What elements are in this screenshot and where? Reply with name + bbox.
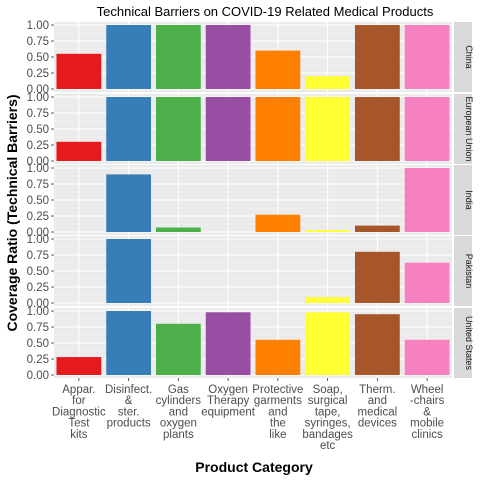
bar <box>305 312 351 375</box>
facet-strip <box>454 236 472 306</box>
facet-strip-label: India <box>464 190 474 210</box>
facet-strip <box>454 22 472 92</box>
bar <box>305 76 351 89</box>
bar <box>404 339 450 375</box>
x-tick-label: Oxygen Therapy equipment <box>201 384 256 418</box>
bar <box>255 97 301 161</box>
x-tick-label: Appar. for Diagnostic Test kits <box>52 384 106 441</box>
bar <box>354 251 400 303</box>
facet-strip-label: China <box>464 45 474 69</box>
bar <box>155 97 201 161</box>
facet-panel: 0.00 0.25 0.50 0.75 1.00 India <box>27 163 474 239</box>
facet-panel: 0.00 0.25 0.50 0.75 1.00 United States <box>27 306 474 382</box>
y-tick-label: 0.75 <box>27 322 49 334</box>
bar <box>354 225 400 232</box>
bar <box>255 50 301 89</box>
bar <box>155 227 201 232</box>
chart-title: Technical Barriers on COVID-19 Related M… <box>97 4 434 19</box>
y-tick-label: 0.75 <box>27 250 49 262</box>
bar <box>56 53 102 89</box>
x-tick-label: Disinfect. & ster. products <box>105 384 152 430</box>
bar <box>155 323 201 375</box>
y-tick-label: 0.25 <box>27 68 49 80</box>
facet-strip-label: European Union <box>464 96 474 161</box>
bar <box>255 339 301 375</box>
bar <box>205 25 251 89</box>
bar <box>106 311 152 375</box>
y-tick-label: 1.00 <box>27 306 49 318</box>
facet-strip <box>454 94 472 164</box>
bar <box>354 97 400 161</box>
bar <box>404 262 450 303</box>
y-tick-label: 1.00 <box>27 20 49 32</box>
bar <box>205 97 251 161</box>
y-tick-label: 1.00 <box>27 92 49 104</box>
bar <box>404 97 450 161</box>
bar <box>205 312 251 375</box>
facet-panels: 0.00 0.25 0.50 0.75 1.00 China 0.00 0.25 0.50 0.7… <box>27 20 474 382</box>
facet-strip <box>454 308 472 378</box>
x-tick-label: Soap, surgical tape, syringes, bandages etc <box>302 384 353 452</box>
bar <box>106 174 152 232</box>
y-tick-label: 0.50 <box>27 195 49 207</box>
y-tick-label: 0.25 <box>27 211 49 223</box>
bar <box>106 25 152 89</box>
bar <box>56 141 102 161</box>
bar <box>255 214 301 232</box>
y-tick-label: 1.00 <box>27 163 49 175</box>
bar <box>305 297 351 303</box>
bar <box>404 25 450 89</box>
y-tick-label: 0.50 <box>27 266 49 278</box>
bar <box>354 25 400 89</box>
bar <box>155 25 201 89</box>
bar <box>404 168 450 232</box>
bar <box>354 314 400 375</box>
y-tick-label: 0.00 <box>27 227 49 239</box>
bar <box>106 239 152 303</box>
facet-strip <box>454 165 472 235</box>
x-axis-label: Product Category <box>195 459 313 475</box>
y-tick-label: 0.00 <box>27 84 49 96</box>
y-tick-label: 0.25 <box>27 140 49 152</box>
facet-panel: 0.00 0.25 0.50 0.75 1.00 China <box>27 20 474 96</box>
y-tick-label: 0.50 <box>27 52 49 64</box>
y-tick-label: 0.00 <box>27 370 49 382</box>
y-axis-label: Coverage Ratio (Technical Barriers) <box>4 94 20 331</box>
facet-strip-label: United States <box>464 316 474 371</box>
y-tick-label: 0.50 <box>27 124 49 136</box>
y-tick-label: 0.00 <box>27 156 49 168</box>
bar <box>305 230 351 232</box>
x-tick-label: Gas cylinders and oxygen plants <box>156 384 202 441</box>
y-tick-label: 0.75 <box>27 36 49 48</box>
y-tick-label: 0.25 <box>27 282 49 294</box>
bar <box>106 97 152 161</box>
y-tick-label: 0.75 <box>27 108 49 120</box>
y-tick-label: 1.00 <box>27 234 49 246</box>
bar <box>56 357 102 375</box>
y-tick-label: 0.75 <box>27 179 49 191</box>
facet-panel: 0.00 0.25 0.50 0.75 1.00 Pakistan <box>27 234 474 310</box>
facet-strip-label: Pakistan <box>464 254 474 289</box>
x-tick-label: Wheel -chairs & mobile clinics <box>410 384 445 441</box>
x-tick-label: Therm. and medical devices <box>358 384 398 430</box>
x-tick-label: Protective garments and the like <box>252 384 303 441</box>
y-tick-label: 0.50 <box>27 338 49 350</box>
facet-panel: 0.00 0.25 0.50 0.75 1.00 European Union <box>27 92 474 168</box>
y-tick-label: 0.25 <box>27 354 49 366</box>
bar <box>305 97 351 161</box>
y-tick-label: 0.00 <box>27 298 49 310</box>
